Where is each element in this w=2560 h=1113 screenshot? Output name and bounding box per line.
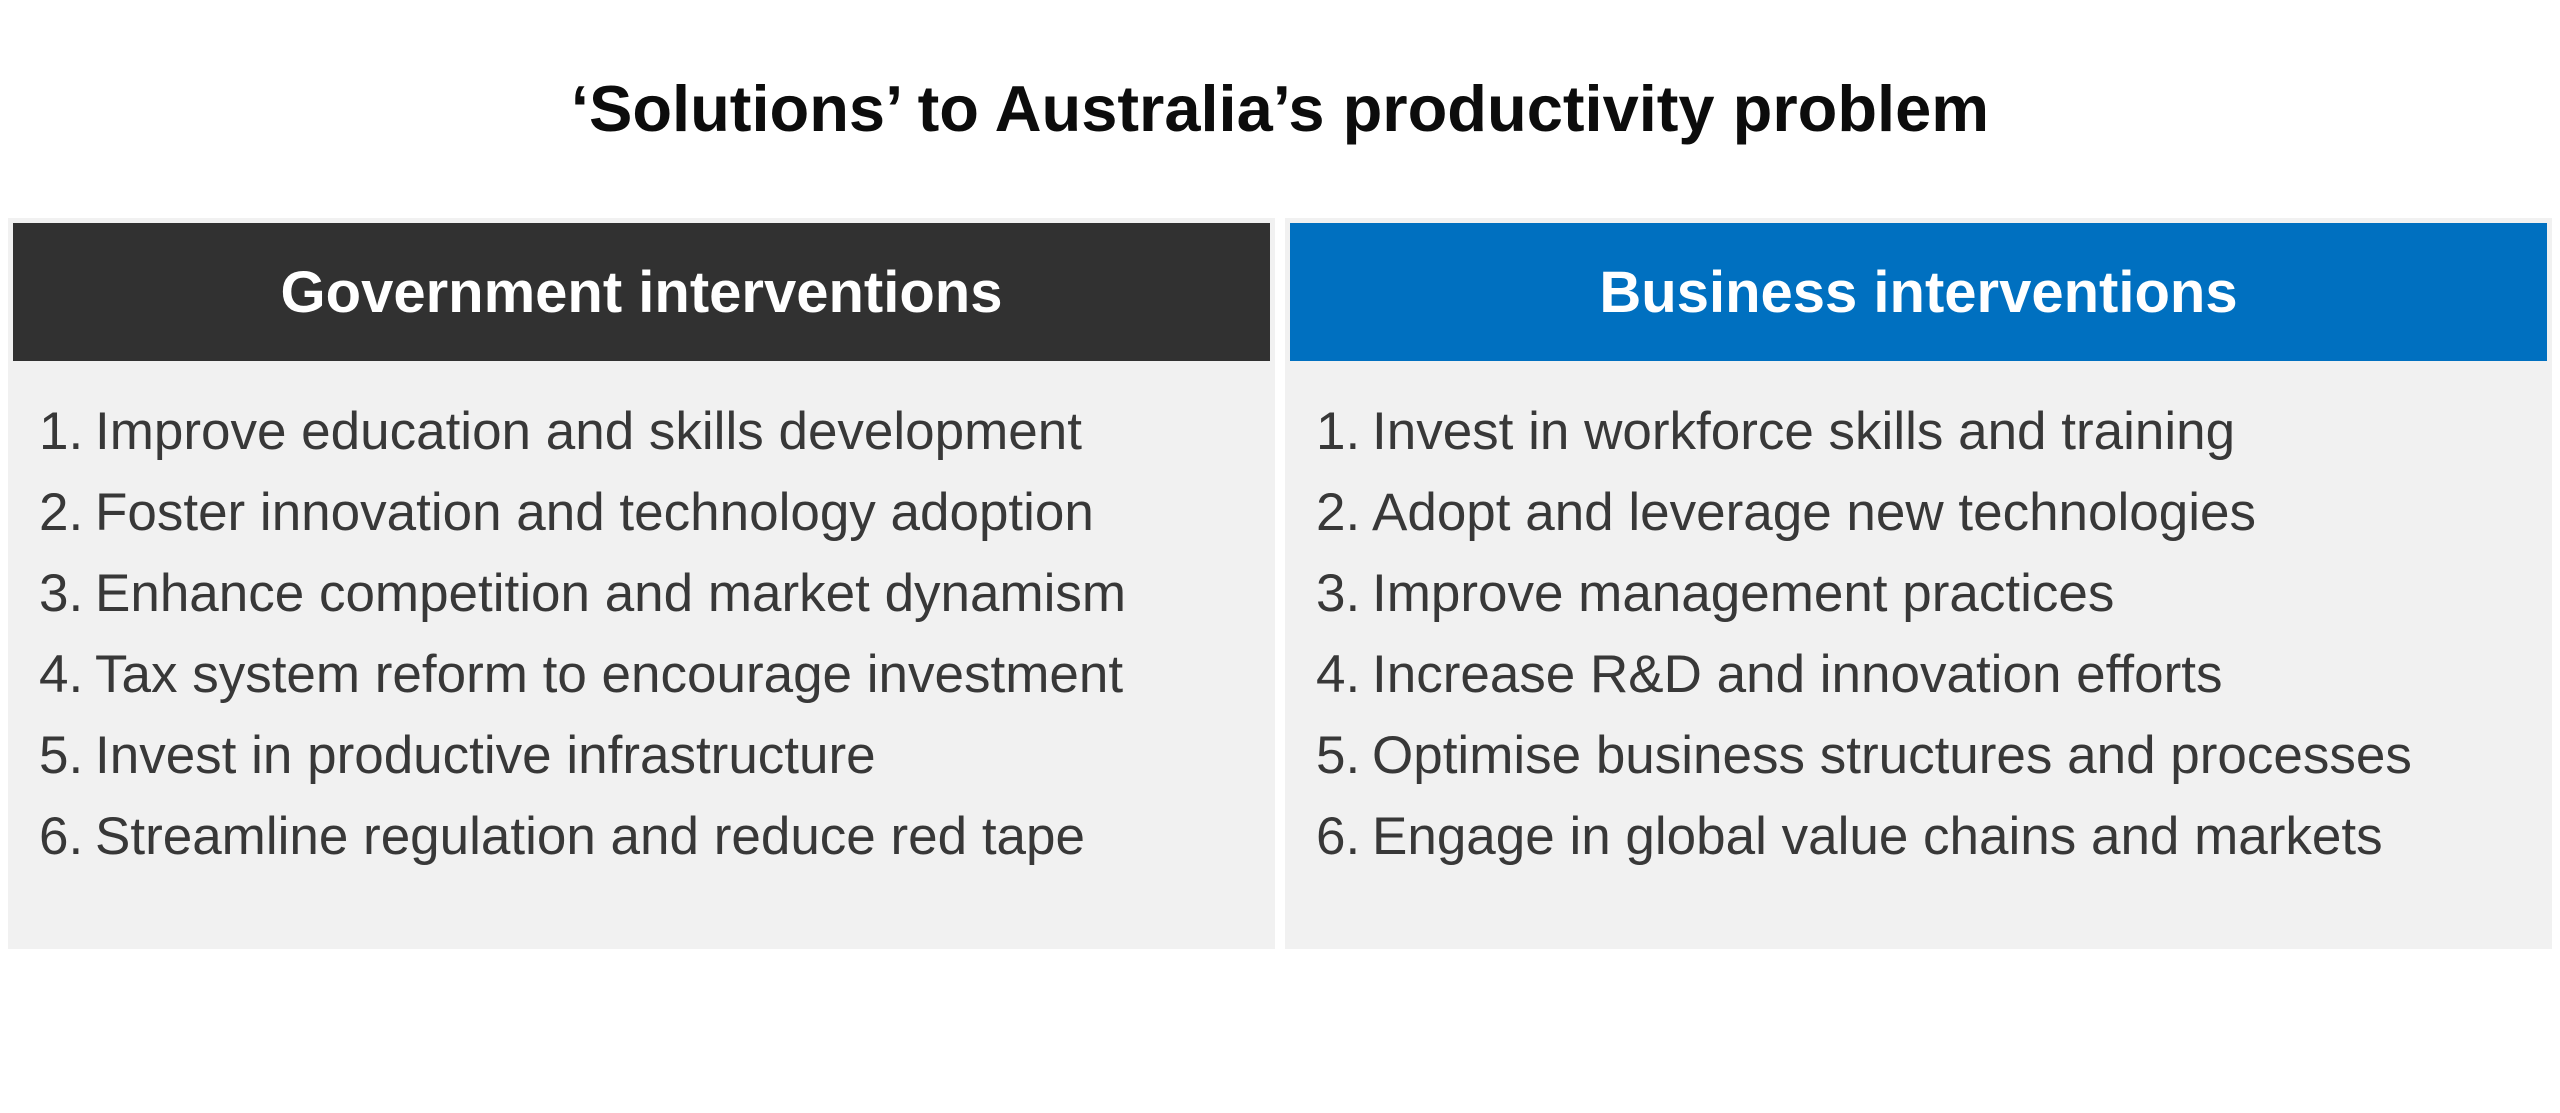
item-text: Adopt and leverage new technologies [1372, 483, 2256, 542]
business-header: Business interventions [1290, 223, 2547, 361]
item-text: Improve management practices [1372, 564, 2115, 623]
item-number: 1. [39, 402, 84, 461]
item-number: 3. [1316, 564, 1361, 623]
item-number: 2. [1316, 483, 1361, 542]
list-item: 4. Tax system reform to encourage invest… [39, 634, 1258, 715]
list-item: 5. Invest in productive infrastructure [39, 715, 1258, 796]
item-text: Increase R&D and innovation efforts [1372, 645, 2223, 704]
item-text: Optimise business structures and process… [1372, 726, 2412, 785]
item-number: 6. [1316, 807, 1361, 866]
list-item: 1. Invest in workforce skills and traini… [1316, 391, 2535, 472]
item-number: 4. [1316, 645, 1361, 704]
business-header-label: Business interventions [1599, 259, 2238, 325]
item-text: Foster innovation and technology adoptio… [95, 483, 1094, 542]
item-text: Enhance competition and market dynamism [95, 564, 1127, 623]
item-text: Invest in workforce skills and training [1372, 402, 2236, 461]
item-text: Improve education and skills development [95, 402, 1082, 461]
list-item: 6. Streamline regulation and reduce red … [39, 796, 1258, 877]
item-number: 5. [1316, 726, 1361, 785]
list-item: 3. Enhance competition and market dynami… [39, 553, 1258, 634]
list-item: 2. Adopt and leverage new technologies [1316, 472, 2535, 553]
item-number: 2. [39, 483, 84, 542]
item-text: Invest in productive infrastructure [95, 726, 876, 785]
list-item: 3. Improve management practices [1316, 553, 2535, 634]
business-list: 1. Invest in workforce skills and traini… [1290, 391, 2547, 877]
item-text: Engage in global value chains and market… [1372, 807, 2383, 866]
government-list: 1. Improve education and skills developm… [13, 391, 1270, 877]
government-header-label: Government interventions [280, 259, 1003, 325]
item-number: 5. [39, 726, 84, 785]
item-number: 6. [39, 807, 84, 866]
government-panel: Government interventions 1. Improve educ… [8, 218, 1275, 949]
list-item: 6. Engage in global value chains and mar… [1316, 796, 2535, 877]
item-number: 4. [39, 645, 84, 704]
item-text: Tax system reform to encourage investmen… [95, 645, 1124, 704]
list-item: 1. Improve education and skills developm… [39, 391, 1258, 472]
page-title: ‘Solutions’ to Australia’s productivity … [570, 72, 1990, 145]
business-panel: Business interventions 1. Invest in work… [1285, 218, 2552, 949]
list-item: 5. Optimise business structures and proc… [1316, 715, 2535, 796]
item-number: 3. [39, 564, 84, 623]
list-item: 4. Increase R&D and innovation efforts [1316, 634, 2535, 715]
government-header: Government interventions [13, 223, 1270, 361]
slide: ‘Solutions’ to Australia’s productivity … [0, 76, 2560, 1113]
item-text: Streamline regulation and reduce red tap… [95, 807, 1085, 866]
item-number: 1. [1316, 402, 1361, 461]
list-item: 2. Foster innovation and technology adop… [39, 472, 1258, 553]
interventions-table: Government interventions 1. Improve educ… [8, 218, 2552, 949]
